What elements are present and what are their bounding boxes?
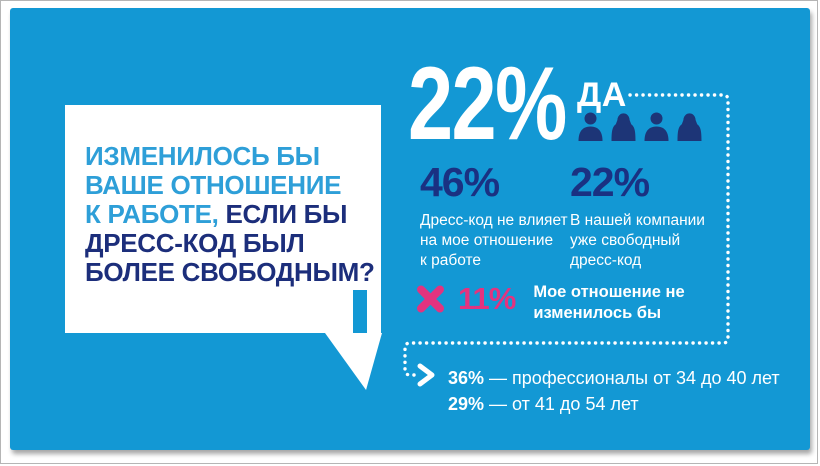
age-line: 29% — от 41 до 54 лет	[448, 394, 639, 414]
stat-description: Дресс-код не влияет на мое отношение к р…	[420, 212, 568, 269]
headline-percentage: 22%	[408, 46, 567, 162]
age-breakdown: 36% — профессионалы от 34 до 40 лет 29% …	[448, 365, 780, 417]
stat-value: 11%	[458, 281, 516, 316]
person-icon-female	[677, 113, 702, 141]
question-line: К РАБОТЕ, ЕСЛИ БЫ	[85, 199, 348, 229]
question-line: ДРЕСС-КОД БЫЛ	[85, 228, 305, 258]
question-line: ИЗМЕНИЛОСЬ БЫ	[85, 141, 320, 171]
speech-bubble-notch	[353, 290, 367, 333]
speech-bubble-tail	[325, 333, 382, 390]
infographic-panel: ИЗМЕНИЛОСЬ БЫ ВАШЕ ОТНОШЕНИЕ К РАБОТЕ, Е…	[10, 8, 810, 450]
question-line: БОЛЕЕ СВОБОДНЫМ?	[85, 257, 375, 287]
question-line: ВАШЕ ОТНОШЕНИЕ	[85, 170, 342, 200]
arrow-head-icon	[417, 363, 435, 387]
survey-question: ИЗМЕНИЛОСЬ БЫ ВАШЕ ОТНОШЕНИЕ К РАБОТЕ, Е…	[85, 142, 375, 287]
stat-description: Мое отношение не изменилось бы	[533, 283, 685, 322]
person-icon-female	[611, 113, 636, 141]
stat-no-influence: 46% Дресс-код не влияет на мое отношение…	[420, 160, 570, 271]
age-line: 36% — профессионалы от 34 до 40 лет	[448, 368, 780, 388]
people-icons-row	[577, 112, 703, 141]
speech-bubble	[65, 105, 381, 333]
person-icon-male	[644, 112, 669, 141]
headline-answer-label: ДА	[577, 76, 627, 114]
cross-icon	[417, 285, 444, 313]
stat-no-change: 11% Мое отношение не изменилось бы	[416, 280, 685, 324]
person-icon-male	[578, 112, 603, 141]
stat-value: 22%	[570, 159, 650, 205]
stat-value: 46%	[420, 159, 500, 205]
stat-already-free: 22% В нашей компании уже свободный дресс…	[570, 160, 720, 271]
stat-description: В нашей компании уже свободный дресс-код	[570, 212, 705, 269]
